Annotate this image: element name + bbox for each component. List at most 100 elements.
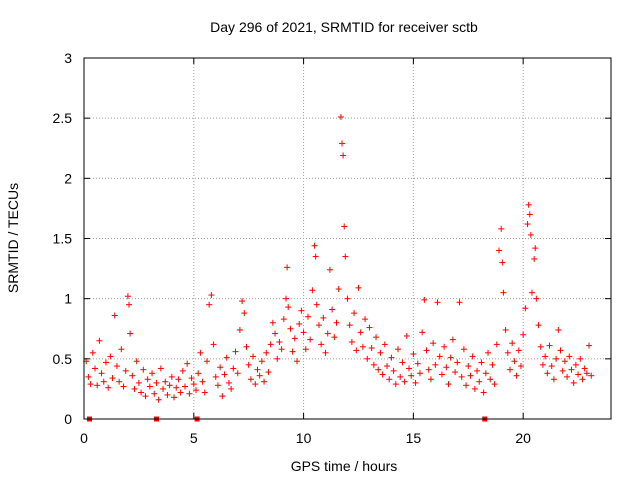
data-point xyxy=(177,389,184,396)
data-point xyxy=(522,305,529,312)
data-point xyxy=(326,266,333,273)
data-point xyxy=(307,336,314,343)
data-point xyxy=(542,353,549,360)
data-point xyxy=(223,354,230,361)
data-point xyxy=(197,349,204,356)
data-point xyxy=(243,343,250,350)
data-point xyxy=(509,340,516,347)
data-point xyxy=(287,325,294,332)
data-point xyxy=(265,369,272,376)
data-point xyxy=(498,225,505,232)
data-point xyxy=(463,382,470,389)
data-point xyxy=(344,295,351,302)
data-point xyxy=(373,334,380,341)
data-point xyxy=(447,354,454,361)
data-point xyxy=(520,331,527,338)
data-point xyxy=(127,330,134,337)
data-point xyxy=(300,329,307,336)
data-point xyxy=(129,372,136,379)
data-point xyxy=(399,359,406,366)
data-point xyxy=(341,223,348,230)
data-point xyxy=(430,340,437,347)
data-point xyxy=(98,370,105,377)
data-point xyxy=(312,253,319,260)
data-point xyxy=(577,355,584,362)
data-point xyxy=(217,364,224,371)
y-axis-title: SRMTID / TECUs xyxy=(5,183,21,293)
data-point xyxy=(173,384,180,391)
data-point xyxy=(269,319,276,326)
data-point xyxy=(155,396,162,403)
data-point xyxy=(285,304,292,311)
data-point xyxy=(309,287,316,294)
data-point xyxy=(160,385,167,392)
data-point xyxy=(89,349,96,356)
data-point xyxy=(302,346,309,353)
data-point xyxy=(322,349,329,356)
data-point xyxy=(133,358,140,365)
data-point xyxy=(485,349,492,356)
y-tick-label: 1 xyxy=(64,291,72,307)
data-point xyxy=(144,376,151,383)
data-point xyxy=(502,326,509,333)
data-point xyxy=(586,342,593,349)
data-point xyxy=(412,379,419,386)
data-point xyxy=(331,334,338,341)
data-point xyxy=(351,310,358,317)
data-point xyxy=(480,389,487,396)
data-point xyxy=(353,347,360,354)
data-point xyxy=(362,316,369,323)
data-point xyxy=(441,343,448,350)
data-point xyxy=(94,382,101,389)
data-point xyxy=(239,298,246,305)
data-point xyxy=(335,286,342,293)
data-point xyxy=(186,390,193,397)
x-axis-title: GPS time / hours xyxy=(291,458,398,474)
data-point xyxy=(452,369,459,376)
data-point xyxy=(427,376,434,383)
data-point xyxy=(575,371,582,378)
x-tick-label: 0 xyxy=(80,430,88,446)
data-point xyxy=(474,367,481,374)
data-point xyxy=(559,367,566,374)
data-point xyxy=(228,385,235,392)
data-point xyxy=(421,296,428,303)
data-point xyxy=(171,394,178,401)
data-point xyxy=(102,359,109,366)
y-tick-label: 0.5 xyxy=(53,351,73,367)
data-point xyxy=(528,289,535,296)
data-points xyxy=(83,113,595,403)
data-point xyxy=(320,314,327,321)
data-point xyxy=(438,371,445,378)
data-point xyxy=(230,365,237,372)
data-point xyxy=(85,373,92,380)
data-point xyxy=(252,381,259,388)
x-tick-label: 20 xyxy=(515,430,531,446)
y-axis-ticks: 0 0.5 1 1.5 2 2.5 3 xyxy=(53,50,611,427)
data-point xyxy=(142,393,149,400)
y-tick-label: 3 xyxy=(64,50,72,66)
data-point xyxy=(533,295,540,302)
data-point xyxy=(146,383,153,390)
data-point xyxy=(489,361,496,368)
data-point xyxy=(122,367,129,374)
data-point xyxy=(212,373,219,380)
data-point xyxy=(278,346,285,353)
data-point xyxy=(166,382,173,389)
data-point xyxy=(168,373,175,380)
data-point xyxy=(375,366,382,373)
data-point xyxy=(109,375,116,382)
data-point xyxy=(315,322,322,329)
data-point xyxy=(304,313,311,320)
data-point xyxy=(544,370,551,377)
data-point xyxy=(401,378,408,385)
data-point xyxy=(359,343,366,350)
data-point xyxy=(254,366,261,373)
data-point xyxy=(583,370,590,377)
data-point xyxy=(384,363,391,370)
data-point xyxy=(234,370,241,377)
data-point xyxy=(296,320,303,327)
data-point xyxy=(348,338,355,345)
data-point xyxy=(107,353,114,360)
data-point xyxy=(449,336,456,343)
